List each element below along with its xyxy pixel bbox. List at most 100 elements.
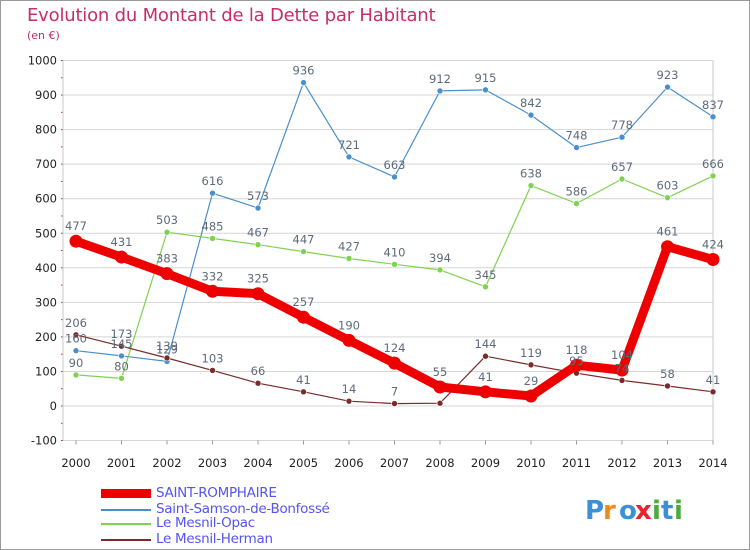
series-le-mesnil-herman <box>72 331 717 407</box>
data-point-saint-romphaire <box>615 363 629 377</box>
y-tick-label: 400 <box>35 261 57 275</box>
data-label-le-mesnil-opac: 503 <box>156 213 178 227</box>
data-label-layer: 160 145 129 616 573 936 721 663 912 915 842 748 778 9… <box>65 64 724 399</box>
data-point-le-mesnil-herman <box>72 331 80 339</box>
data-label-saint-romphaire: 190 <box>338 318 360 332</box>
logo-letter: i <box>674 496 683 526</box>
data-point-saint-romphaire <box>206 284 219 298</box>
data-label-le-mesnil-herman: 139 <box>156 339 178 353</box>
data-label-saint-romphaire: 431 <box>111 235 133 249</box>
data-point-le-mesnil-herman <box>391 400 398 407</box>
data-label-le-mesnil-opac: 80 <box>114 359 129 373</box>
data-label-le-mesnil-herman: 41 <box>706 373 721 387</box>
data-label-le-mesnil-opac: 638 <box>520 167 542 181</box>
data-point-saint-samson-de-bonfosse <box>436 87 444 95</box>
y-tick-label: 500 <box>35 226 57 240</box>
data-point-le-mesnil-herman <box>300 388 307 396</box>
y-tick-label: 900 <box>35 88 57 102</box>
logo-letter: i <box>652 496 661 526</box>
data-point-le-mesnil-opac <box>527 182 535 189</box>
data-label-le-mesnil-opac: 666 <box>702 157 724 171</box>
x-tick-label: 2002 <box>152 456 181 470</box>
data-label-le-mesnil-herman: 58 <box>660 367 675 381</box>
y-tick-label: -100 <box>31 434 57 448</box>
data-point-le-mesnil-herman <box>436 399 444 407</box>
data-point-le-mesnil-herman <box>209 367 216 374</box>
data-point-saint-romphaire <box>524 389 538 403</box>
logo-letter: o <box>619 496 637 526</box>
data-point-le-mesnil-herman <box>163 354 171 362</box>
data-label-le-mesnil-opac: 586 <box>566 185 588 199</box>
data-point-saint-romphaire <box>342 333 356 347</box>
data-point-saint-samson-de-bonfosse <box>209 189 216 197</box>
x-tick-label: 2000 <box>61 456 90 470</box>
legend-label-le-mesnil-herman: Le Mesnil-Herman <box>156 531 273 547</box>
data-point-le-mesnil-opac <box>300 248 307 255</box>
data-point-saint-samson-de-bonfosse <box>254 204 262 212</box>
y-tick-label: 100 <box>35 364 57 378</box>
data-point-saint-samson-de-bonfosse <box>345 153 353 161</box>
data-point-saint-romphaire <box>388 356 401 370</box>
data-label-le-mesnil-herman: 66 <box>251 364 266 378</box>
logo-letter: P <box>585 496 604 526</box>
data-label-saint-samson-de-bonfosse: 923 <box>657 68 679 82</box>
legend-label-le-mesnil-opac: Le Mesnil-Opac <box>156 515 255 531</box>
y-tick-label: 0 <box>50 399 57 413</box>
data-point-saint-romphaire <box>570 358 583 372</box>
data-point-saint-romphaire <box>115 250 128 264</box>
data-point-le-mesnil-herman <box>664 382 671 390</box>
data-label-le-mesnil-herman: 95 <box>569 354 584 368</box>
data-label-le-mesnil-opac: 90 <box>69 356 84 370</box>
data-label-le-mesnil-herman: 173 <box>111 327 133 341</box>
data-point-le-mesnil-opac <box>254 241 262 248</box>
data-point-saint-romphaire <box>297 310 310 324</box>
x-tick-label: 2005 <box>289 456 318 470</box>
data-label-le-mesnil-opac: 394 <box>429 251 451 265</box>
data-label-le-mesnil-herman: 144 <box>475 337 497 351</box>
data-label-saint-romphaire: 41 <box>478 370 493 384</box>
data-point-le-mesnil-opac <box>345 255 353 262</box>
data-point-le-mesnil-herman <box>254 379 262 387</box>
legend-swatch-saint-samson <box>101 509 151 511</box>
data-point-le-mesnil-herman <box>118 342 125 350</box>
data-label-saint-samson-de-bonfosse: 936 <box>293 64 315 78</box>
data-point-saint-samson-de-bonfosse <box>300 79 307 86</box>
data-point-le-mesnil-herman <box>709 388 717 396</box>
logo-letter: x <box>635 496 652 526</box>
x-tick-label: 2006 <box>334 456 363 470</box>
data-point-saint-samson-de-bonfosse <box>482 86 489 94</box>
data-point-le-mesnil-opac <box>118 375 125 382</box>
chart-title: Evolution du Montant de la Dette par Hab… <box>27 5 436 26</box>
data-label-saint-samson-de-bonfosse: 129 <box>156 342 178 356</box>
grid-layer <box>63 60 713 442</box>
data-label-le-mesnil-herman: 7 <box>391 385 398 399</box>
x-tick-label: 2008 <box>425 456 454 470</box>
data-label-le-mesnil-herman: 14 <box>342 382 357 396</box>
data-point-le-mesnil-opac <box>209 235 216 242</box>
data-point-saint-romphaire <box>251 287 265 301</box>
data-label-saint-samson-de-bonfosse: 912 <box>429 72 451 86</box>
data-point-le-mesnil-herman <box>618 377 626 384</box>
data-point-saint-romphaire <box>160 267 174 281</box>
data-point-le-mesnil-herman <box>527 361 535 369</box>
x-tick-label: 2010 <box>516 456 545 470</box>
legend-item-le-mesnil-herman: Le Mesnil-Herman <box>101 531 361 548</box>
data-point-saint-samson-de-bonfosse <box>72 347 80 355</box>
data-point-saint-samson-de-bonfosse <box>391 173 398 181</box>
data-label-saint-samson-de-bonfosse: 842 <box>520 96 542 110</box>
legend-swatch-le-mesnil-herman <box>101 539 151 541</box>
data-label-saint-romphaire: 104 <box>611 348 633 362</box>
data-label-le-mesnil-herman: 103 <box>202 351 224 365</box>
y-tick-label: 1000 <box>28 54 57 68</box>
data-label-saint-romphaire: 325 <box>247 272 269 286</box>
data-label-saint-samson-de-bonfosse: 721 <box>338 138 360 152</box>
data-label-saint-romphaire: 118 <box>566 343 588 357</box>
data-label-saint-samson-de-bonfosse: 160 <box>65 332 87 346</box>
data-point-saint-samson-de-bonfosse <box>709 113 717 121</box>
legend-label-saint-samson: Saint-Samson-de-Bonfossé <box>156 501 330 517</box>
data-point-saint-samson-de-bonfosse <box>527 111 535 119</box>
data-label-le-mesnil-herman: 119 <box>520 346 542 360</box>
data-label-saint-samson-de-bonfosse: 145 <box>111 337 133 351</box>
